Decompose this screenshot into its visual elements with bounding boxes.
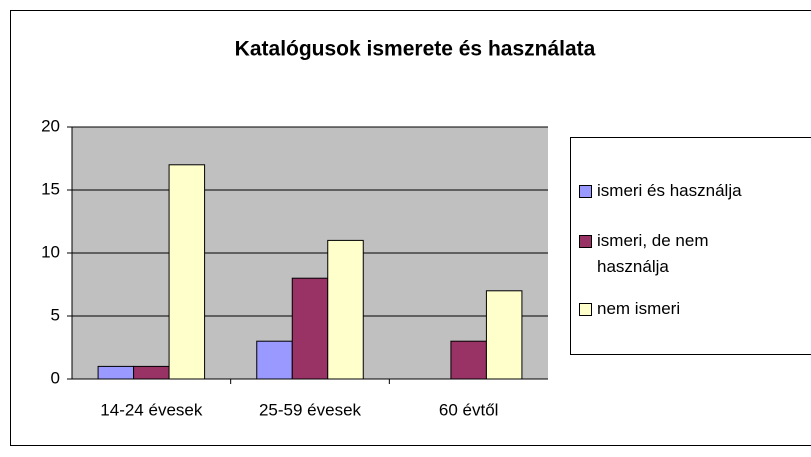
- bar: [291, 277, 329, 380]
- bar: [133, 365, 170, 380]
- legend-swatch: [579, 185, 592, 198]
- legend: ismeri és használja ismeri, de nem haszná…: [570, 137, 811, 355]
- legend-label: nem ismeri: [597, 299, 681, 318]
- chart-title: Katalógusok ismerete és használata: [235, 38, 596, 61]
- x-tick-label: 14-24 évesek: [100, 400, 203, 419]
- bar: [450, 340, 487, 380]
- bar: [256, 340, 293, 380]
- legend-item: ismeri, de nem használja: [579, 228, 777, 280]
- bar: [485, 290, 523, 380]
- x-tick-label: 25-59 évesek: [259, 400, 362, 419]
- legend-item: nem ismeri: [579, 296, 777, 322]
- legend-label: ismeri, de nem használja: [597, 231, 709, 276]
- y-tick-label: 10: [41, 242, 60, 261]
- y-tick-label: 0: [51, 368, 60, 387]
- bar: [97, 365, 135, 380]
- y-tick-label: 20: [41, 116, 60, 135]
- legend-swatch: [579, 303, 592, 316]
- bar: [168, 164, 206, 380]
- x-tick-label: 60 évtől: [439, 400, 499, 419]
- y-tick-label: 15: [41, 179, 60, 198]
- legend-swatch: [579, 235, 592, 248]
- y-tick-label: 5: [51, 305, 60, 324]
- legend-item: ismeri és használja: [579, 178, 777, 204]
- bar: [327, 239, 364, 380]
- legend-label: ismeri és használja: [597, 181, 742, 200]
